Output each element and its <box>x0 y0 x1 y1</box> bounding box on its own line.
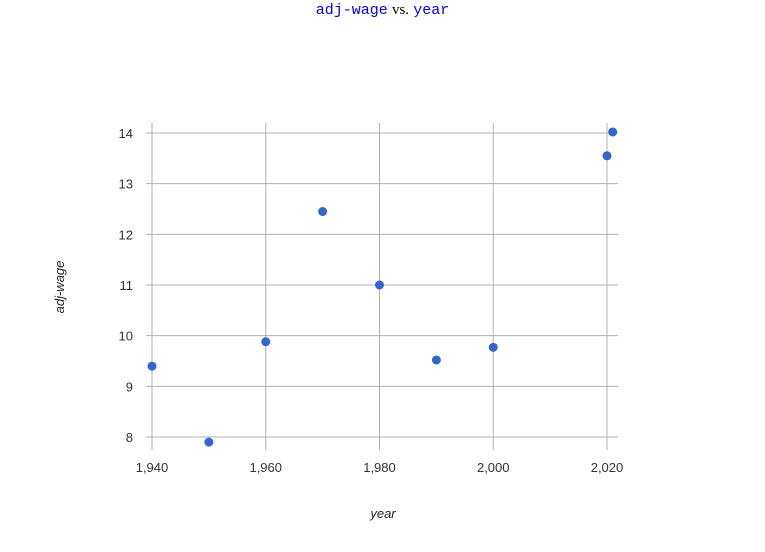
x-axis-title: year <box>369 506 396 521</box>
y-tick-label: 12 <box>119 227 133 242</box>
title-y-variable: adj-wage <box>315 2 388 19</box>
x-tick-label: 1,940 <box>136 460 169 475</box>
title-x-variable: year <box>413 2 450 19</box>
data-point <box>375 280 384 290</box>
tick-labels: 1,940 1,960 1,980 2,000 2,020 8 9 10 11 12 13 14 <box>119 126 624 475</box>
y-tick-label: 14 <box>119 126 133 141</box>
x-tick-label: 2,000 <box>477 460 510 475</box>
y-tick-label: 11 <box>120 278 134 293</box>
data-point <box>147 361 157 371</box>
title-separator: vs. <box>391 2 410 18</box>
data-point <box>431 355 441 365</box>
data-point <box>602 151 612 161</box>
y-tick-label: 10 <box>119 329 133 344</box>
data-point <box>608 127 618 137</box>
x-tick-label: 2,020 <box>591 460 624 475</box>
data-point <box>318 207 328 217</box>
data-point <box>204 437 214 447</box>
x-tick-label: 1,980 <box>363 460 396 475</box>
data-point <box>488 342 498 352</box>
chart-title: adj-wage vs. year <box>0 0 765 21</box>
y-axis-title: adj-wage <box>52 261 67 314</box>
x-tick-label: 1,960 <box>249 460 282 475</box>
data-points <box>147 127 618 447</box>
data-point <box>261 337 271 347</box>
y-tick-label: 8 <box>126 430 133 445</box>
y-tick-label: 9 <box>126 379 133 394</box>
y-tick-label: 13 <box>119 177 133 192</box>
